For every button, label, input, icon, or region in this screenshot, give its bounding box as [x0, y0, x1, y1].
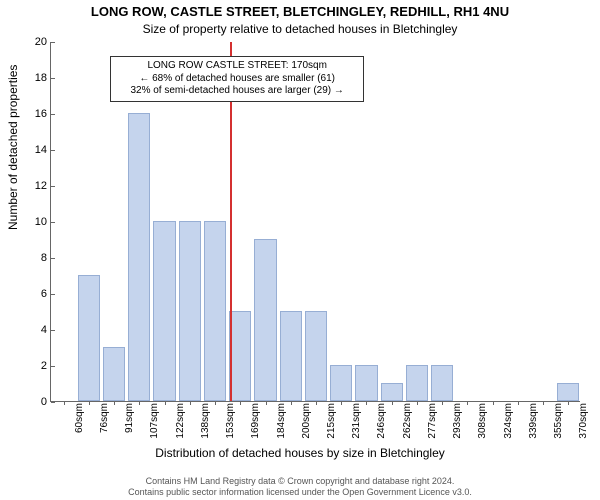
footer-line-1: Contains HM Land Registry data © Crown c…: [146, 476, 455, 486]
x-tick-mark: [442, 401, 443, 405]
y-tick: 4: [21, 324, 51, 336]
y-axis-label: Number of detached properties: [6, 65, 20, 230]
x-tick-mark: [543, 401, 544, 405]
footer-line-2: Contains public sector information licen…: [128, 487, 472, 497]
bar: [431, 365, 453, 401]
x-tick-mark: [467, 401, 468, 405]
y-tick: 14: [21, 144, 51, 156]
bar: [153, 221, 175, 401]
bar: [254, 239, 276, 401]
x-tick-mark: [341, 401, 342, 405]
bar: [179, 221, 201, 401]
bar: [557, 383, 579, 401]
plot-area: 0246810121416182060sqm76sqm91sqm107sqm12…: [50, 42, 580, 402]
annotation-box: LONG ROW CASTLE STREET: 170sqm← 68% of d…: [110, 56, 364, 102]
x-tick-mark: [291, 401, 292, 405]
x-tick-mark: [139, 401, 140, 405]
x-tick-mark: [366, 401, 367, 405]
bar: [78, 275, 100, 401]
bar: [103, 347, 125, 401]
y-tick: 8: [21, 252, 51, 264]
x-tick-mark: [240, 401, 241, 405]
x-tick-mark: [316, 401, 317, 405]
bar: [128, 113, 150, 401]
y-tick: 10: [21, 216, 51, 228]
x-tick-mark: [392, 401, 393, 405]
x-tick-mark: [266, 401, 267, 405]
x-tick-mark: [518, 401, 519, 405]
bar: [229, 311, 251, 401]
chart-subtitle: Size of property relative to detached ho…: [0, 22, 600, 36]
bar: [406, 365, 428, 401]
bar: [381, 383, 403, 401]
x-tick-mark: [190, 401, 191, 405]
bar: [280, 311, 302, 401]
y-tick: 6: [21, 288, 51, 300]
annotation-line-3: 32% of semi-detached houses are larger (…: [117, 85, 357, 98]
chart-title: LONG ROW, CASTLE STREET, BLETCHINGLEY, R…: [0, 4, 600, 19]
x-tick-mark: [165, 401, 166, 405]
bar: [204, 221, 226, 401]
y-tick: 16: [21, 108, 51, 120]
annotation-line-2: ← 68% of detached houses are smaller (61…: [117, 73, 357, 86]
bar: [330, 365, 352, 401]
x-tick-mark: [417, 401, 418, 405]
y-tick: 0: [21, 396, 51, 408]
bar: [355, 365, 377, 401]
x-tick-mark: [89, 401, 90, 405]
bar: [305, 311, 327, 401]
annotation-line-1: LONG ROW CASTLE STREET: 170sqm: [117, 60, 357, 73]
x-tick-mark: [568, 401, 569, 405]
y-tick: 18: [21, 72, 51, 84]
chart-container: LONG ROW, CASTLE STREET, BLETCHINGLEY, R…: [0, 0, 600, 500]
x-tick-mark: [114, 401, 115, 405]
x-tick-mark: [493, 401, 494, 405]
y-tick: 20: [21, 36, 51, 48]
x-tick-mark: [215, 401, 216, 405]
y-tick: 2: [21, 360, 51, 372]
footer-text: Contains HM Land Registry data © Crown c…: [0, 476, 600, 498]
x-axis-label: Distribution of detached houses by size …: [0, 446, 600, 460]
x-tick-mark: [64, 401, 65, 405]
y-tick: 12: [21, 180, 51, 192]
